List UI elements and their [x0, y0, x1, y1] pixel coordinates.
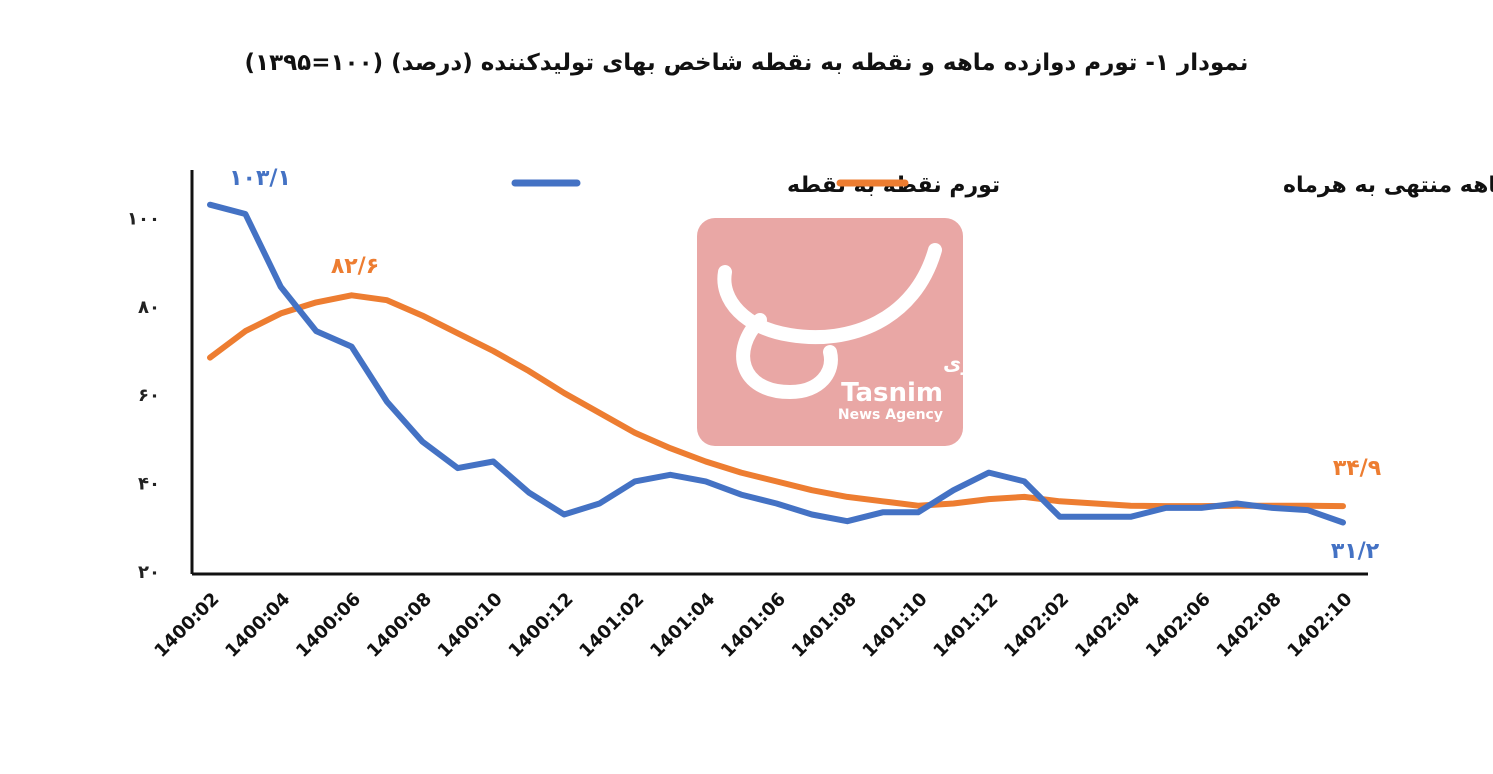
x-tick-label: 1400:12: [505, 589, 578, 662]
x-tick-label: 1401:02: [575, 589, 648, 662]
x-tick-label: 1402:10: [1283, 589, 1356, 662]
y-tick-label: ۱۰۰: [127, 208, 160, 229]
data-label: ۳۴/۹: [1333, 456, 1381, 481]
x-axis-ticks: 1400:021400:041400:061400:081400:101400:…: [150, 589, 1356, 662]
chart-axes: [190, 170, 1368, 576]
data-label: ۸۲/۶: [331, 254, 379, 279]
series-line: [207, 292, 1346, 510]
data-label: ۱۰۳/۱: [229, 166, 291, 191]
x-tick-label: 1400:08: [363, 589, 436, 662]
x-tick-label: 1401:08: [788, 589, 861, 662]
series-lines: [207, 201, 1346, 526]
data-label: ۳۱/۲: [1331, 539, 1380, 564]
watermark-arabic: خبرگزاری: [943, 351, 1039, 375]
series-line: [207, 201, 1346, 526]
x-tick-label: 1401:12: [929, 589, 1002, 662]
legend-label-annual: تورم دوازده ماهه منتهی به هرماه: [1283, 173, 1493, 198]
y-axis-ticks: ۲۰ ۴۰ ۶۰ ۸۰ ۱۰۰: [127, 208, 160, 583]
chart-title: نمودار ۱- تورم دوازده ماهه و نقطه به نقط…: [244, 50, 1249, 76]
data-annotations: ۱۰۳/۱ ۸۲/۶ ۳۴/۹ ۳۱/۲: [229, 166, 1381, 564]
x-tick-label: 1401:06: [717, 589, 790, 662]
y-tick-label: ۸۰: [138, 297, 160, 318]
x-tick-label: 1400:04: [221, 589, 294, 662]
y-tick-label: ۶۰: [138, 385, 160, 406]
x-tick-label: 1402:08: [1213, 589, 1286, 662]
y-tick-label: ۴۰: [138, 474, 160, 495]
y-tick-label: ۲۰: [138, 562, 160, 583]
x-tick-label: 1400:06: [292, 589, 365, 662]
x-tick-label: 1400:10: [434, 589, 507, 662]
watermark-sub: News Agency: [838, 407, 943, 423]
x-tick-label: 1401:04: [646, 589, 719, 662]
x-tick-label: 1401:10: [859, 589, 932, 662]
watermark-calligraphy-icon: [717, 243, 942, 400]
x-tick-label: 1400:02: [150, 589, 223, 662]
x-tick-label: 1402:06: [1142, 589, 1215, 662]
x-tick-label: 1402:02: [1000, 589, 1073, 662]
x-tick-label: 1402:04: [1071, 589, 1144, 662]
watermark-brand: Tasnim: [841, 378, 943, 408]
legend: تورم نقطه به نقطهتورم دوازده ماهه منتهی …: [511, 173, 1493, 198]
